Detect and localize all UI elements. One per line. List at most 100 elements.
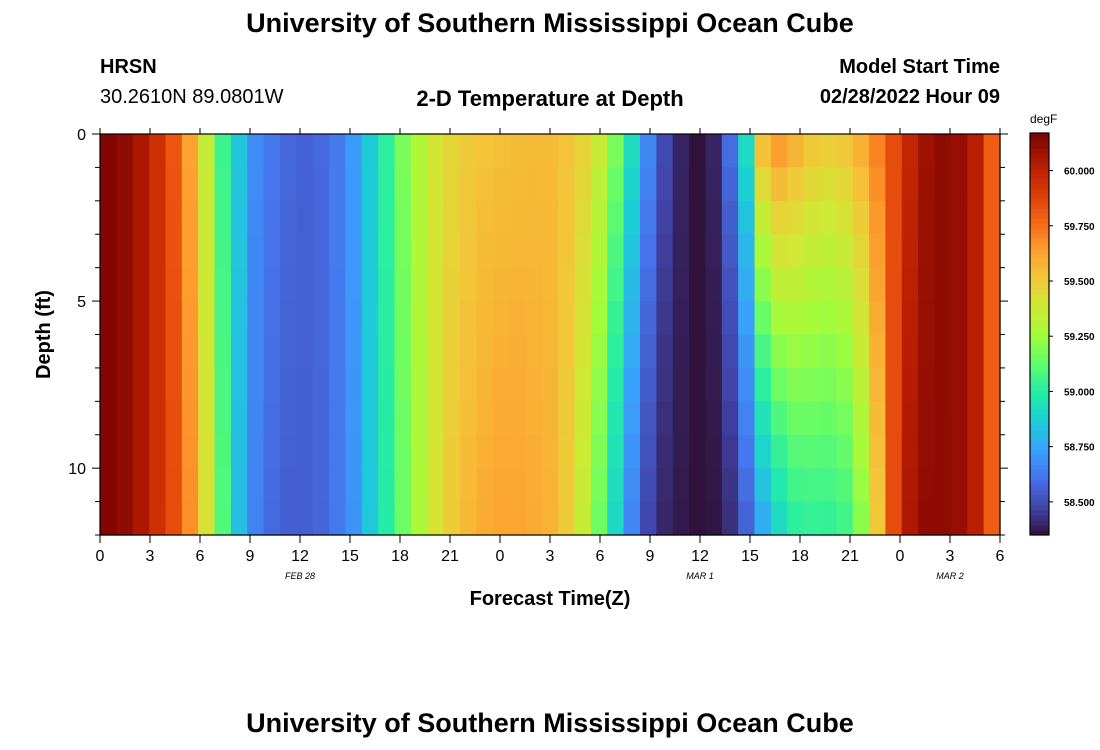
heatmap-cell (443, 167, 461, 202)
heatmap-cell (754, 468, 772, 503)
heatmap-cell (689, 301, 707, 336)
heatmap-cell (492, 167, 510, 202)
heatmap-cell (165, 401, 183, 436)
heatmap-cell (770, 367, 788, 402)
heatmap-cell (345, 468, 363, 503)
heatmap-cell (541, 401, 559, 436)
colorbar-tick-label: 58.750 (1064, 443, 1095, 454)
heatmap-cell (820, 200, 837, 235)
colorbar-swatch (1030, 424, 1049, 430)
heatmap-cell (721, 134, 739, 169)
colorbar-swatch (1030, 394, 1049, 400)
heatmap-cell (525, 167, 543, 202)
heatmap-cells (100, 134, 1001, 536)
heatmap-cell (132, 200, 150, 235)
heatmap-cell (443, 134, 461, 169)
x-tick-label: 18 (391, 548, 409, 565)
heatmap-cell (361, 367, 379, 402)
date-label: FEB 28 (285, 571, 315, 581)
heatmap-cell (460, 334, 477, 369)
heatmap-cell (149, 501, 167, 536)
heatmap-cell (820, 134, 837, 169)
model-start-value: 02/28/2022 Hour 09 (819, 86, 1000, 108)
heatmap-cell (460, 468, 477, 503)
chart-title: 2-D Temperature at Depth (416, 86, 684, 111)
heatmap-cell (869, 501, 887, 536)
heatmap-cell (558, 200, 576, 235)
heatmap-cell (198, 234, 216, 269)
heatmap-cell (885, 267, 903, 302)
heatmap-cell (672, 301, 690, 336)
heatmap-cell (705, 267, 723, 302)
heatmap-cell (803, 367, 821, 402)
heatmap-cell (574, 334, 592, 369)
heatmap-cell (312, 501, 330, 536)
heatmap-cell (640, 501, 657, 536)
heatmap-cell (198, 200, 216, 235)
heatmap-cell (689, 468, 707, 503)
heatmap-cell (263, 200, 281, 235)
heatmap-cell (247, 167, 265, 202)
heatmap-cell (656, 167, 674, 202)
heatmap-cell (590, 301, 608, 336)
heatmap-cell (721, 267, 739, 302)
heatmap-cell (312, 267, 330, 302)
heatmap-cell (329, 401, 347, 436)
heatmap-cell (132, 434, 150, 469)
colorbar-swatch (1030, 273, 1049, 280)
heatmap-cell (149, 200, 167, 235)
heatmap-cell (950, 134, 968, 169)
heatmap-cell (198, 334, 216, 369)
heatmap-cell (214, 468, 232, 503)
heatmap-cell (361, 334, 379, 369)
heatmap-cell (329, 167, 347, 202)
colorbar-swatch (1030, 283, 1049, 290)
colorbar-swatch (1030, 514, 1049, 521)
heatmap-cell (280, 367, 297, 402)
heatmap-cell (394, 234, 412, 269)
heatmap-cell (149, 167, 167, 202)
heatmap-cell (689, 501, 707, 536)
heatmap-cell (607, 367, 625, 402)
heatmap-cell (558, 434, 576, 469)
heatmap-cell (754, 167, 772, 202)
x-tick-label: 0 (896, 548, 905, 565)
heatmap-cell (378, 267, 396, 302)
heatmap-cell (181, 267, 199, 302)
heatmap-cell (410, 134, 428, 169)
heatmap-cell (934, 334, 952, 369)
heatmap-cell (476, 301, 494, 336)
heatmap-cell (721, 501, 739, 536)
colorbar-swatch (1030, 263, 1049, 270)
heatmap-cell (950, 301, 968, 336)
heatmap-cell (312, 167, 330, 202)
heatmap-cell (574, 200, 592, 235)
heatmap-cell (230, 367, 248, 402)
heatmap-cell (738, 334, 756, 369)
heatmap-cell (296, 434, 314, 469)
heatmap-cell (247, 434, 265, 469)
heatmap-cell (509, 367, 527, 402)
heatmap-cell (836, 267, 854, 302)
heatmap-cell (869, 234, 887, 269)
heatmap-cell (770, 434, 788, 469)
heatmap-cell (214, 134, 232, 169)
heatmap-cell (558, 468, 576, 503)
heatmap-cell (640, 134, 657, 169)
heatmap-cell (607, 167, 625, 202)
heatmap-cell (361, 267, 379, 302)
heatmap-cell (721, 301, 739, 336)
heatmap-cell (296, 234, 314, 269)
heatmap-cell (280, 234, 297, 269)
heatmap-cell (116, 501, 134, 536)
heatmap-cell (198, 301, 216, 336)
heatmap-cell (918, 468, 936, 503)
heatmap-cell (165, 200, 183, 235)
heatmap-cell (476, 434, 494, 469)
heatmap-cell (590, 501, 608, 536)
heatmap-cell (869, 301, 887, 336)
heatmap-cell (656, 367, 674, 402)
heatmap-cell (541, 267, 559, 302)
heatmap-cell (950, 401, 968, 436)
heatmap-cell (345, 267, 363, 302)
